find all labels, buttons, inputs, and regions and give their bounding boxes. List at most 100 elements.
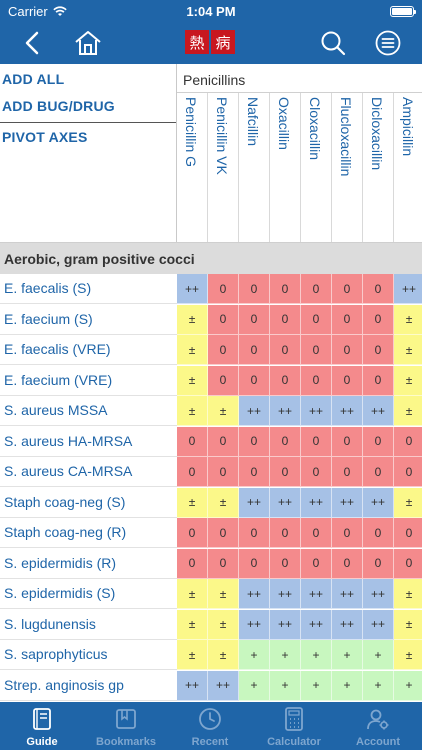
activity-cell[interactable]: 0	[208, 304, 239, 335]
activity-cell[interactable]: ±	[177, 365, 208, 396]
activity-cell[interactable]: 0	[332, 335, 363, 365]
activity-cell[interactable]: +	[270, 640, 301, 670]
activity-cell[interactable]: ++	[177, 274, 208, 304]
drug-column-header-item[interactable]: Oxacillin	[270, 93, 301, 242]
activity-cell[interactable]: ±	[394, 640, 422, 670]
activity-cell[interactable]: +	[301, 640, 332, 670]
activity-cell[interactable]: 0	[208, 548, 239, 579]
activity-cell[interactable]: 0	[394, 457, 422, 487]
activity-cell[interactable]: 0	[239, 548, 270, 579]
activity-cell[interactable]: 0	[332, 518, 363, 548]
activity-cell[interactable]: 0	[301, 274, 332, 304]
activity-cell[interactable]: 0	[332, 274, 363, 304]
activity-cell[interactable]: ++	[363, 609, 394, 640]
activity-cell[interactable]: 0	[270, 548, 301, 579]
bug-name[interactable]: E. faecalis (VRE)	[4, 341, 111, 357]
activity-cell[interactable]: ++	[332, 487, 363, 518]
activity-cell[interactable]: ±	[208, 609, 239, 640]
activity-cell[interactable]: 0	[239, 274, 270, 304]
activity-cell[interactable]: 0	[239, 365, 270, 396]
activity-cell[interactable]: 0	[301, 365, 332, 396]
activity-cell[interactable]: 0	[363, 518, 394, 548]
activity-cell[interactable]: 0	[239, 457, 270, 487]
activity-cell[interactable]: ++	[332, 579, 363, 609]
activity-cell[interactable]: ±	[208, 487, 239, 518]
activity-cell[interactable]: 0	[208, 457, 239, 487]
activity-cell[interactable]: 0	[301, 457, 332, 487]
tab-bookmarks[interactable]: Bookmarks	[84, 702, 168, 750]
menu-button[interactable]	[372, 27, 404, 59]
activity-cell[interactable]: ++	[270, 487, 301, 518]
activity-cell[interactable]: ++	[270, 609, 301, 640]
activity-cell[interactable]: 0	[332, 304, 363, 335]
pivot-axes-button[interactable]: PIVOT AXES	[2, 129, 88, 145]
activity-cell[interactable]: 0	[332, 457, 363, 487]
tab-calculator[interactable]: Calculator	[252, 702, 336, 750]
activity-cell[interactable]: +	[332, 670, 363, 701]
activity-cell[interactable]: 0	[363, 335, 394, 365]
activity-cell[interactable]: 0	[332, 548, 363, 579]
activity-cell[interactable]: +	[394, 670, 422, 701]
bug-name[interactable]: S. aureus CA-MRSA	[4, 463, 133, 479]
drug-column-header-item[interactable]: Penicillin VK	[208, 93, 239, 242]
activity-cell[interactable]: +	[363, 640, 394, 670]
activity-cell[interactable]: 0	[208, 426, 239, 457]
activity-cell[interactable]: 0	[301, 426, 332, 457]
bug-name[interactable]: E. faecium (VRE)	[4, 371, 113, 388]
bug-name[interactable]: S. lugdunensis	[4, 615, 96, 632]
activity-cell[interactable]: ±	[177, 335, 208, 365]
back-button[interactable]	[16, 27, 48, 59]
activity-cell[interactable]: 0	[301, 548, 332, 579]
activity-cell[interactable]: ++	[301, 487, 332, 518]
tab-account[interactable]: Account	[336, 702, 420, 750]
drug-column-header-item[interactable]: Ampicillin	[394, 93, 422, 242]
activity-cell[interactable]: ±	[394, 335, 422, 365]
activity-cell[interactable]: ++	[363, 396, 394, 426]
activity-cell[interactable]: 0	[363, 304, 394, 335]
drug-column-header-item[interactable]: Penicillin G	[177, 93, 208, 242]
activity-cell[interactable]: ++	[208, 670, 239, 701]
activity-cell[interactable]: 0	[270, 365, 301, 396]
activity-cell[interactable]: 0	[270, 457, 301, 487]
activity-cell[interactable]: ±	[177, 640, 208, 670]
activity-cell[interactable]: ++	[239, 396, 270, 426]
activity-cell[interactable]: 0	[239, 518, 270, 548]
activity-cell[interactable]: 0	[270, 304, 301, 335]
activity-cell[interactable]: 0	[363, 457, 394, 487]
activity-cell[interactable]: ++	[270, 579, 301, 609]
drug-column-header-item[interactable]: Cloxacillin	[301, 93, 332, 242]
activity-cell[interactable]: +	[363, 670, 394, 701]
activity-cell[interactable]: ±	[177, 487, 208, 518]
activity-cell[interactable]: ±	[208, 579, 239, 609]
activity-cell[interactable]: 0	[301, 335, 332, 365]
activity-cell[interactable]: ±	[394, 365, 422, 396]
activity-cell[interactable]: ±	[208, 640, 239, 670]
activity-cell[interactable]: ±	[177, 396, 208, 426]
activity-cell[interactable]: ±	[394, 609, 422, 640]
activity-cell[interactable]: 0	[394, 426, 422, 457]
bug-name[interactable]: Staph coag-neg (R)	[4, 524, 127, 540]
activity-cell[interactable]: ++	[301, 609, 332, 640]
activity-cell[interactable]: 0	[208, 518, 239, 548]
search-button[interactable]	[317, 27, 349, 59]
activity-cell[interactable]: 0	[270, 274, 301, 304]
activity-cell[interactable]: 0	[363, 548, 394, 579]
tab-guide[interactable]: Guide	[0, 702, 84, 750]
activity-cell[interactable]: ++	[363, 579, 394, 609]
activity-cell[interactable]: 0	[239, 335, 270, 365]
activity-cell[interactable]: ±	[177, 609, 208, 640]
activity-cell[interactable]: 0	[177, 548, 208, 579]
activity-cell[interactable]: ±	[394, 304, 422, 335]
activity-cell[interactable]: +	[270, 670, 301, 701]
activity-cell[interactable]: +	[301, 670, 332, 701]
activity-cell[interactable]: 0	[363, 274, 394, 304]
activity-cell[interactable]: 0	[177, 457, 208, 487]
activity-cell[interactable]: ++	[177, 670, 208, 701]
activity-cell[interactable]: 0	[301, 304, 332, 335]
bug-name[interactable]: Staph coag-neg (S)	[4, 493, 126, 510]
activity-cell[interactable]: 0	[363, 365, 394, 396]
activity-cell[interactable]: 0	[239, 304, 270, 335]
activity-cell[interactable]: ++	[239, 609, 270, 640]
bug-name[interactable]: S. epidermidis (S)	[4, 585, 116, 601]
bug-name[interactable]: S. aureus MSSA	[4, 402, 108, 418]
